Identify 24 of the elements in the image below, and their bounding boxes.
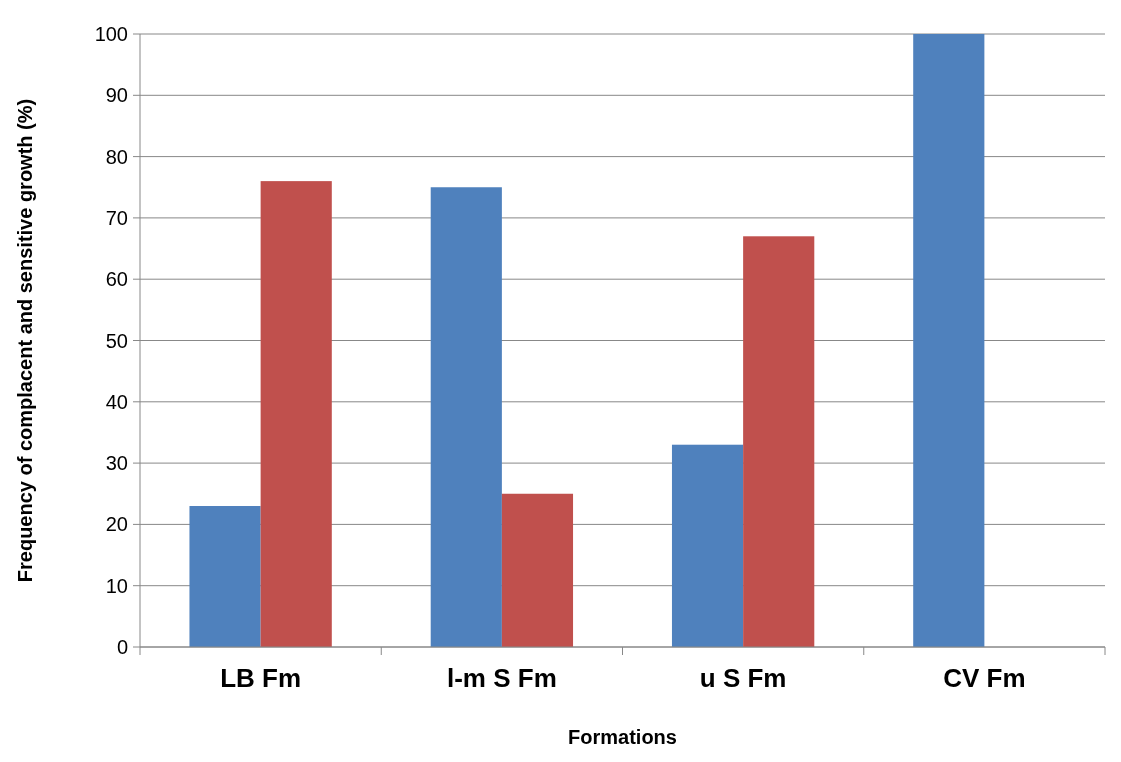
y-tick-label: 0 xyxy=(116,636,128,658)
bar xyxy=(501,493,574,647)
y-tick-label: 40 xyxy=(105,390,128,413)
bar xyxy=(260,181,332,647)
bar xyxy=(189,506,261,647)
y-tick-label: 10 xyxy=(105,574,128,597)
bar xyxy=(743,236,815,647)
x-tick-label: l-m S Fm xyxy=(446,663,557,693)
y-tick-label: 60 xyxy=(105,268,128,291)
x-tick-label: u S Fm xyxy=(699,663,787,693)
y-tick-label: 50 xyxy=(105,329,128,352)
x-axis-title: Formations xyxy=(568,726,677,748)
bar xyxy=(913,34,985,647)
bar xyxy=(671,444,744,647)
y-tick-label: 90 xyxy=(105,84,128,107)
bar xyxy=(430,187,502,647)
y-tick-label: 70 xyxy=(105,206,128,229)
y-tick-label: 80 xyxy=(105,145,128,168)
y-axis-title: Frequency of complacent and sensitive growth (%) xyxy=(14,98,36,583)
x-tick-label: LB Fm xyxy=(220,663,302,693)
y-tick-label: 30 xyxy=(105,452,128,475)
x-tick-label: CV Fm xyxy=(943,663,1026,693)
y-tick-label: 20 xyxy=(105,513,128,536)
y-tick-label: 100 xyxy=(94,23,128,45)
